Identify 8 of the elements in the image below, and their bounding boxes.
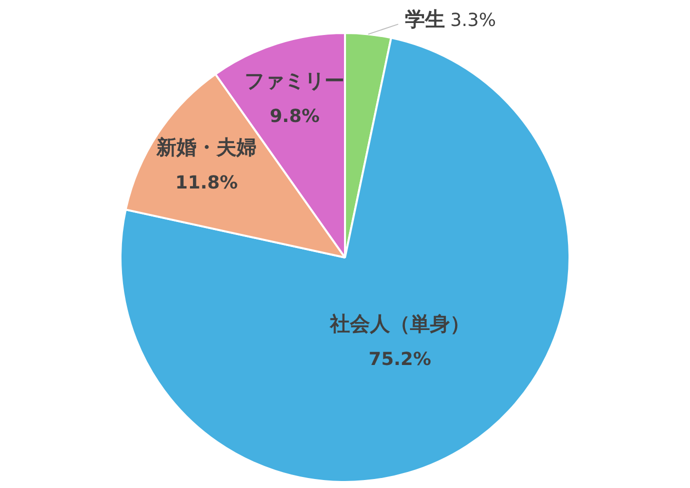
slice-label: ファミリー [244, 68, 345, 92]
slice-label: 新婚・夫婦 [156, 134, 257, 159]
slice-label: 社会人（単身） [328, 312, 470, 336]
data-label: 3.3% [450, 10, 496, 32]
data-label: 9.8% [270, 106, 320, 127]
slice-label: 学生 [405, 7, 446, 32]
data-label: 75.2% [368, 348, 432, 370]
data-label: 11.8% [175, 172, 238, 194]
